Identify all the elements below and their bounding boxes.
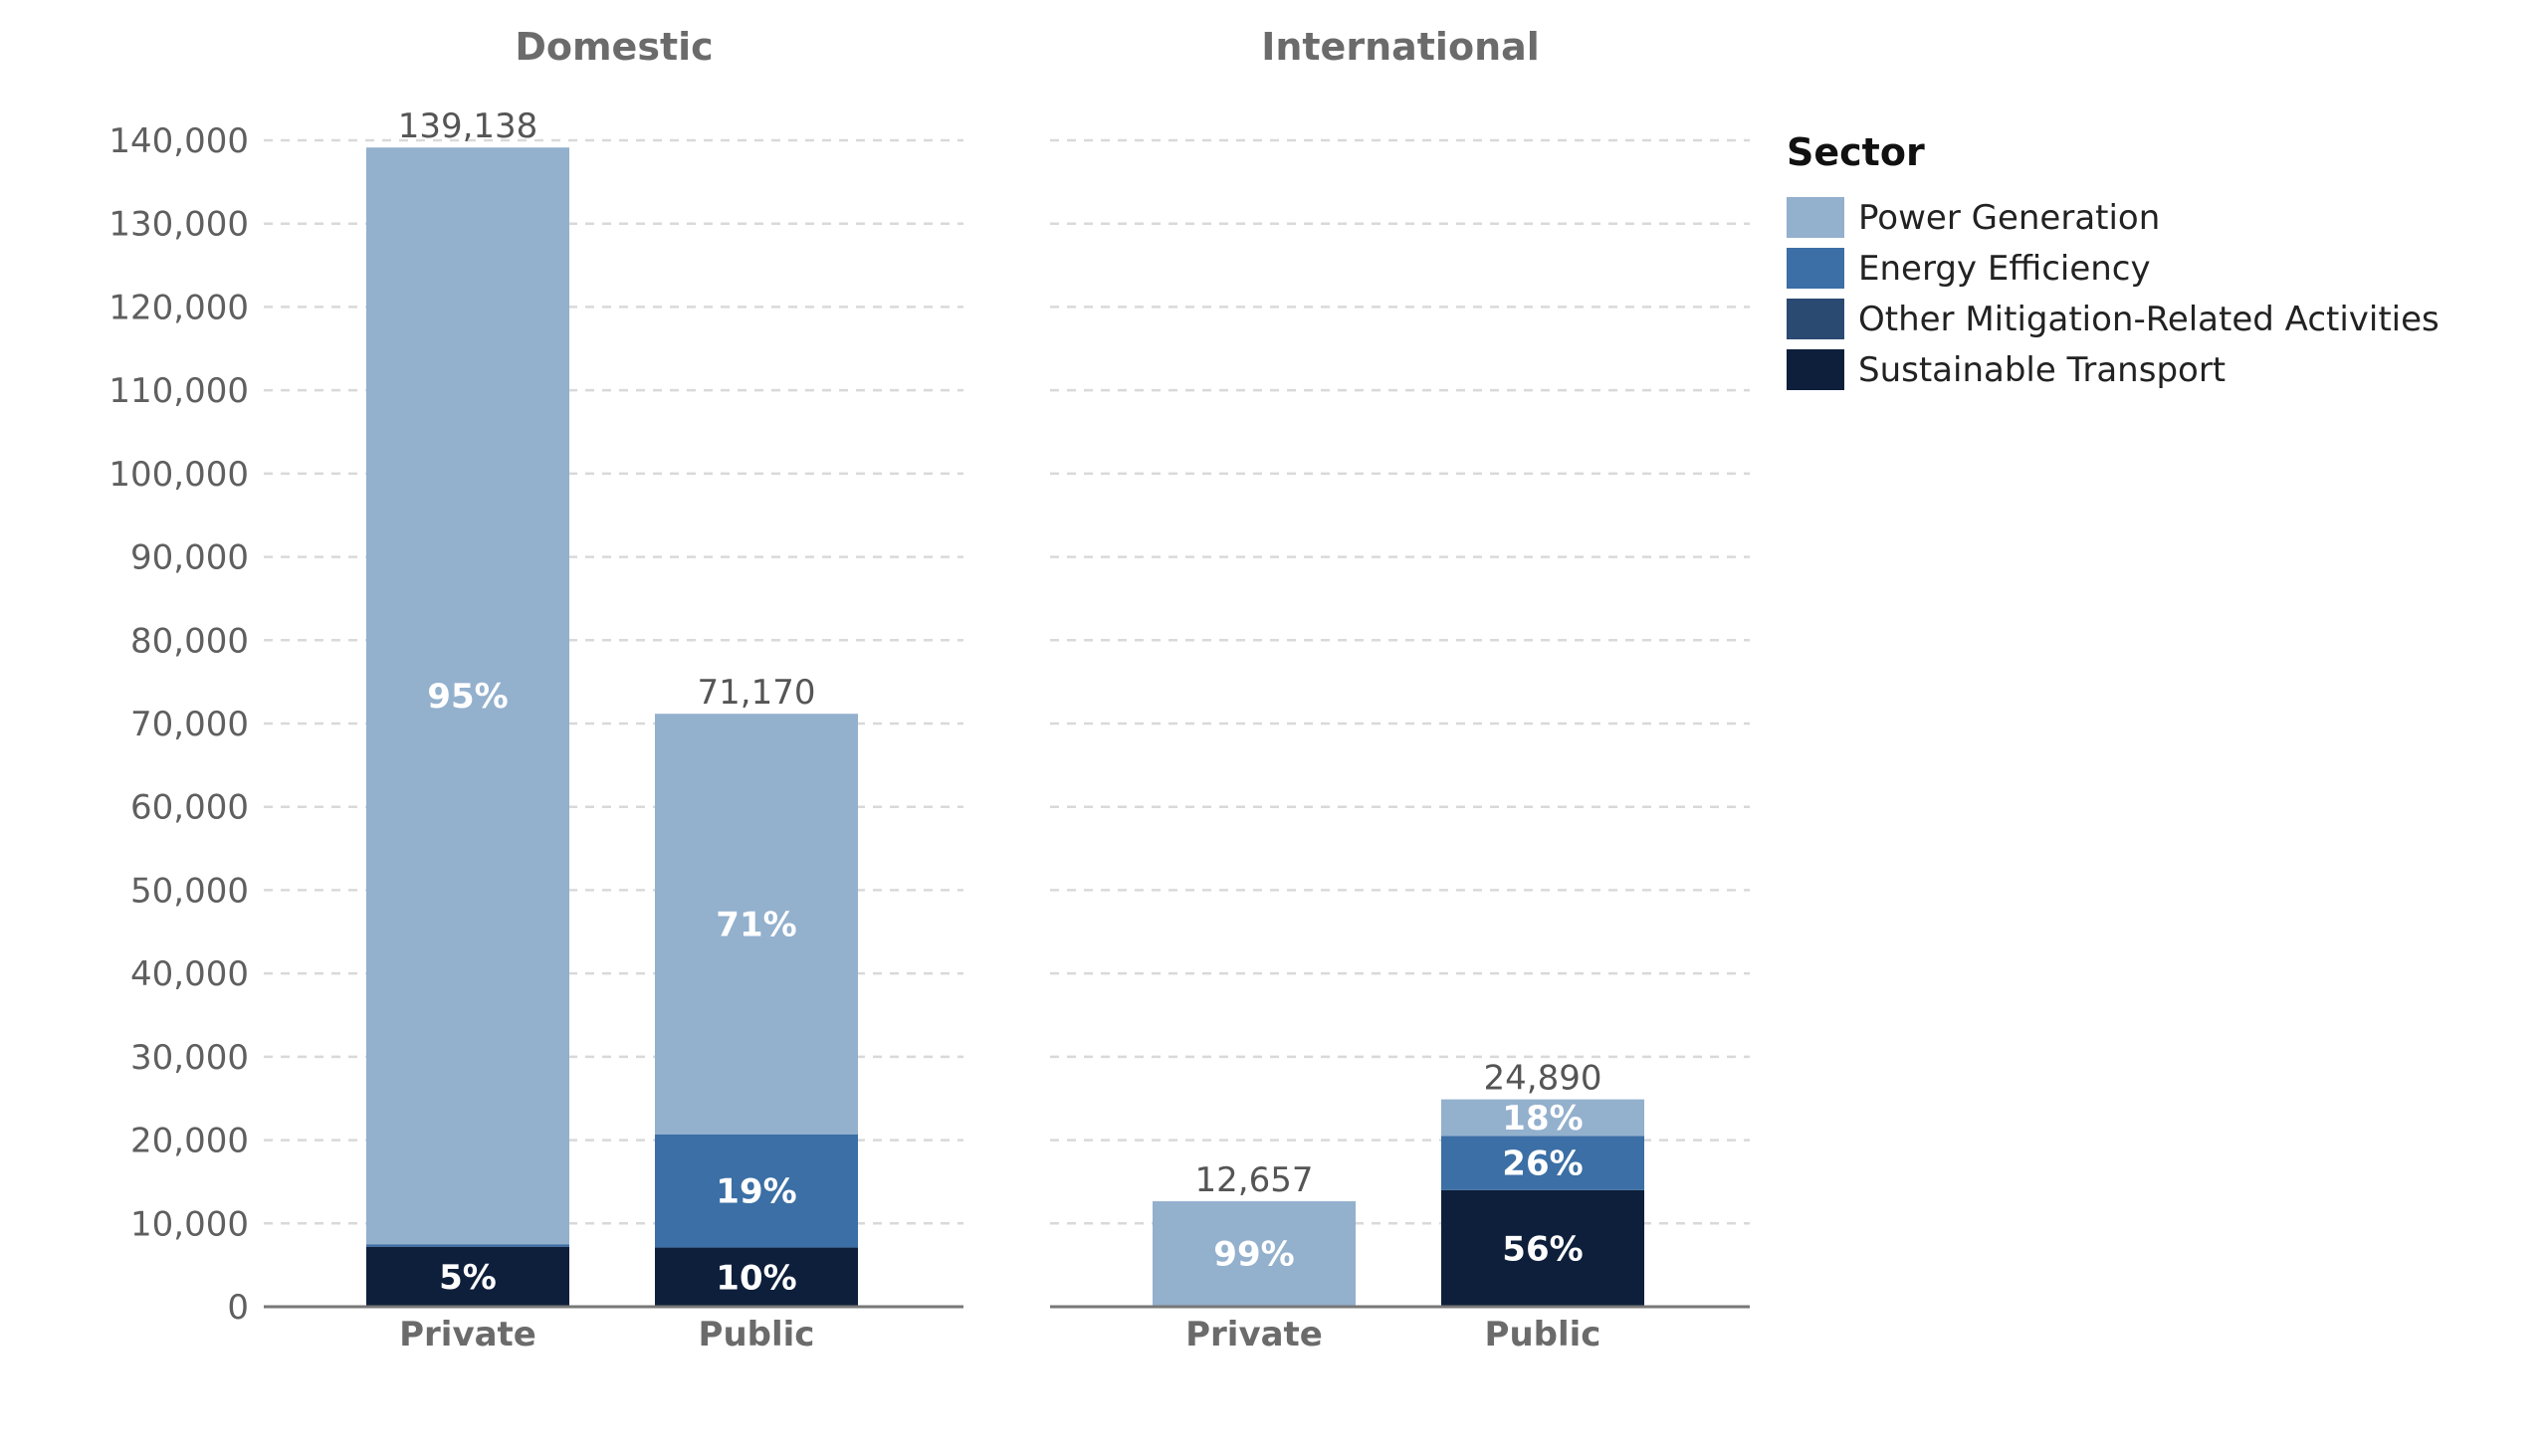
x-category-label: Public (1485, 1315, 1601, 1354)
legend-label-energy-efficiency: Energy Efficiency (1858, 249, 2151, 289)
y-tick-label: 140,000 (108, 121, 249, 161)
legend-swatch-energy-efficiency (1787, 248, 1844, 289)
legend-label-other-mitigation-related-activities: Other Mitigation-Related Activities (1858, 300, 2440, 339)
y-tick-label: 120,000 (108, 288, 249, 327)
data-label-percent: 18% (1502, 1099, 1583, 1139)
bar-segment-international-public-power-generation (1441, 1099, 1644, 1137)
x-category-label: Public (699, 1315, 815, 1354)
y-tick-label: 70,000 (130, 705, 249, 744)
y-tick-label: 110,000 (108, 371, 249, 411)
bar-segment-international-public-sustainable-transport (1441, 1189, 1644, 1307)
y-tick-label: 60,000 (130, 788, 249, 828)
bar-segment-domestic-private-energy-efficiency (366, 1244, 569, 1247)
y-tick-label: 90,000 (130, 538, 249, 578)
y-tick-label: 100,000 (108, 455, 249, 495)
total-label: 71,170 (698, 673, 816, 713)
y-tick-label: 40,000 (130, 954, 249, 994)
y-tick-label: 130,000 (108, 205, 249, 245)
legend-swatch-sustainable-transport (1787, 349, 1844, 390)
bar-segment-domestic-private-power-generation (366, 147, 569, 1245)
bar-segment-international-private-power-generation (1153, 1201, 1356, 1306)
bar-segment-international-public-energy-efficiency (1441, 1136, 1644, 1190)
total-label: 139,138 (398, 106, 538, 146)
x-category-label: Private (399, 1315, 536, 1354)
y-tick-label: 10,000 (130, 1204, 249, 1244)
total-label: 12,657 (1195, 1160, 1314, 1200)
data-label-percent: 56% (1502, 1229, 1583, 1269)
panel-title-international: International (1261, 25, 1540, 69)
bar-segment-domestic-public-sustainable-transport (655, 1247, 858, 1307)
x-category-label: Private (1185, 1315, 1323, 1354)
y-tick-label: 50,000 (130, 871, 249, 911)
data-label-percent: 19% (716, 1172, 796, 1212)
y-tick-label: 80,000 (130, 621, 249, 661)
bar-segment-domestic-private-sustainable-transport (366, 1246, 569, 1307)
legend-label-power-generation: Power Generation (1858, 198, 2160, 238)
total-label: 24,890 (1484, 1059, 1602, 1099)
y-tick-label: 0 (227, 1288, 249, 1328)
data-label-percent: 99% (1213, 1234, 1294, 1274)
panel-title-domestic: Domestic (515, 25, 713, 69)
y-tick-label: 30,000 (130, 1038, 249, 1078)
data-label-percent: 10% (716, 1258, 796, 1298)
legend-swatch-other-mitigation-related-activities (1787, 299, 1844, 339)
data-label-percent: 71% (716, 905, 796, 944)
data-label-percent: 26% (1502, 1144, 1583, 1184)
legend-swatch-power-generation (1787, 197, 1844, 238)
y-tick-label: 20,000 (130, 1122, 249, 1161)
legend-title: Sector (1787, 130, 1925, 174)
bar-segment-domestic-public-energy-efficiency (655, 1134, 858, 1248)
legend-label-sustainable-transport: Sustainable Transport (1858, 350, 2226, 390)
data-label-percent: 5% (439, 1258, 497, 1298)
bar-segment-domestic-public-power-generation (655, 714, 858, 1135)
data-label-percent: 95% (427, 677, 508, 717)
